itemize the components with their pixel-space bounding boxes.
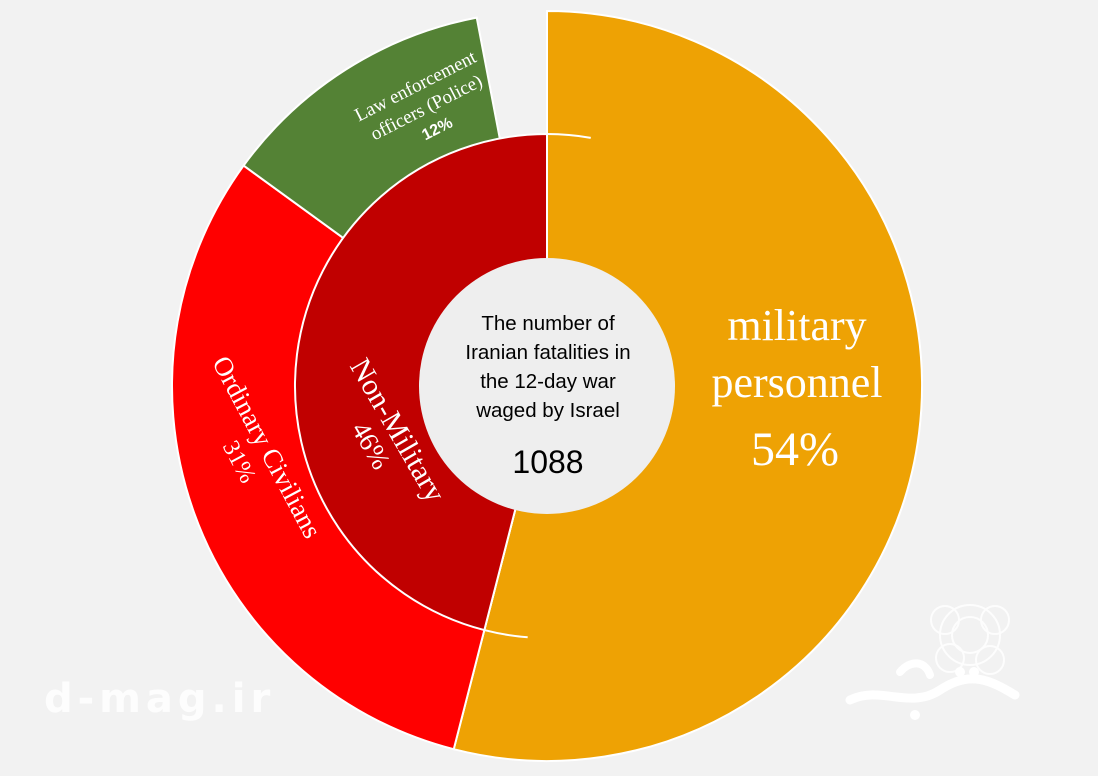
ring-tick-0	[546, 133, 591, 139]
center-title-line: waged by Israel	[476, 399, 620, 422]
ring-tick-1	[484, 629, 528, 639]
magazine-logo-icon	[845, 604, 1020, 720]
outer-slice-military	[452, 9, 923, 762]
center-title-line: the 12-day war	[480, 370, 616, 393]
military-value: 54%	[751, 423, 839, 476]
center-title-line: Iranian fatalities in	[465, 341, 631, 364]
center-disc	[419, 258, 675, 514]
site-watermark: d-mag.ir	[44, 676, 276, 722]
center-title: The number of Iranian fatalities in the …	[438, 309, 658, 425]
military-label-line1: military	[727, 301, 866, 350]
center-total: 1088	[512, 444, 584, 480]
military-label-line2: personnel	[711, 358, 882, 407]
ring-ticks	[484, 133, 591, 639]
center-title-line: The number of	[481, 312, 615, 335]
